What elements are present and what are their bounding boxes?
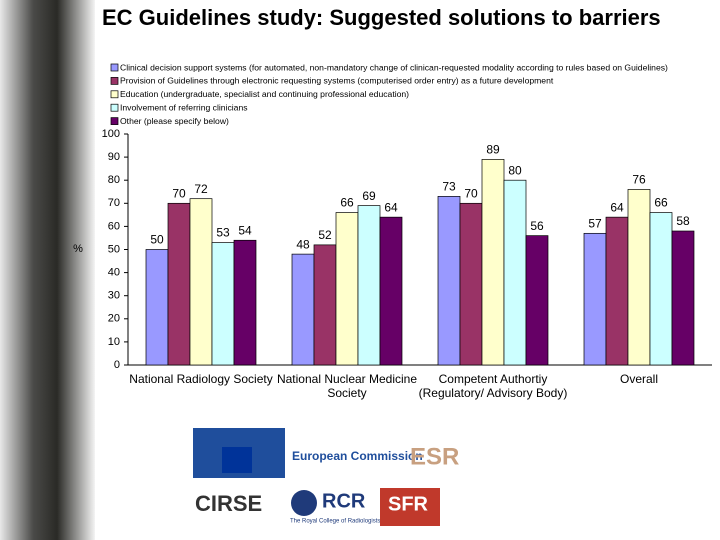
bar [291, 253, 315, 366]
bar [671, 230, 695, 366]
x-tick-label: Competent Authortiy (Regulatory/ Advisor… [418, 372, 568, 400]
cirse-logo: CIRSE [195, 491, 262, 516]
legend-swatch [110, 63, 119, 72]
legend-label: Other (please specify below) [120, 116, 229, 126]
ec-text: European Commission [292, 449, 423, 463]
bar [503, 179, 527, 366]
data-label: 70 [464, 186, 478, 200]
data-label: 66 [654, 196, 668, 210]
x-tick-label: Overall [619, 372, 658, 386]
data-label: 64 [610, 200, 624, 214]
data-label: 70 [172, 186, 186, 200]
y-tick-label: 70 [108, 197, 120, 209]
data-label: 50 [150, 233, 164, 247]
bar [437, 196, 461, 366]
legend-label: Involvement of referring clinicians [120, 102, 248, 112]
x-tick-label: National Radiology Society [129, 372, 273, 386]
data-label: 58 [676, 214, 690, 228]
y-tick-label: 50 [108, 243, 120, 255]
legend-swatch [110, 117, 119, 125]
bar [167, 202, 191, 366]
bar [233, 239, 257, 366]
y-axis-label: % [73, 243, 83, 255]
sfr-box [380, 488, 440, 526]
bar [313, 244, 337, 366]
data-label: 52 [318, 228, 332, 242]
legend-swatch [110, 90, 119, 99]
legend-label: Provision of Guidelines through electron… [120, 76, 554, 86]
data-label: 66 [340, 196, 354, 210]
rcr-crest [291, 490, 317, 516]
rcr-caption: The Royal College of Radiologists [290, 519, 380, 525]
bar [189, 198, 213, 366]
data-label: 54 [238, 223, 252, 237]
y-tick-label: 20 [108, 313, 120, 325]
bar [583, 232, 607, 366]
data-label: 73 [442, 180, 456, 194]
bar [481, 159, 505, 366]
data-label: 69 [362, 189, 376, 203]
data-label: 89 [486, 143, 500, 157]
x-tick-label: National Nuclear Medicine Society [276, 372, 418, 400]
bar [379, 216, 403, 366]
y-tick-label: 100 [102, 128, 120, 140]
bar [605, 216, 629, 366]
bar [357, 205, 381, 366]
bar [211, 242, 235, 366]
data-label: 76 [632, 173, 646, 187]
bar [335, 212, 359, 366]
esr-logo: ESR [410, 443, 459, 470]
bar [459, 202, 483, 366]
y-tick-label: 80 [108, 174, 120, 186]
sfr-logo: SFR [388, 493, 429, 515]
legend-swatch [110, 103, 119, 112]
slide-title: EC Guidelines study: Suggested solutions… [102, 5, 661, 30]
y-tick-label: 0 [114, 359, 120, 371]
legend-label: Education (undergraduate, specialist and… [120, 89, 409, 99]
rcr-logo: RCR [322, 490, 366, 512]
bar [145, 249, 169, 366]
legend-label: Clinical decision support systems (for a… [120, 62, 668, 72]
bar [627, 189, 651, 366]
legend-swatch [110, 77, 119, 85]
bar [649, 212, 673, 366]
data-label: 57 [588, 217, 602, 231]
data-label: 56 [530, 219, 544, 233]
bar [525, 235, 549, 366]
statue-image [0, 0, 95, 540]
y-tick-label: 30 [108, 290, 120, 302]
y-tick-label: 40 [108, 267, 120, 279]
data-label: 53 [216, 226, 230, 240]
y-tick-label: 60 [108, 220, 120, 232]
y-tick-label: 90 [108, 151, 120, 163]
data-label: 80 [508, 163, 522, 177]
data-label: 64 [384, 200, 398, 214]
data-label: 72 [194, 182, 208, 196]
y-tick-label: 10 [108, 336, 120, 348]
eu-flag [222, 447, 252, 473]
data-label: 48 [296, 237, 310, 251]
